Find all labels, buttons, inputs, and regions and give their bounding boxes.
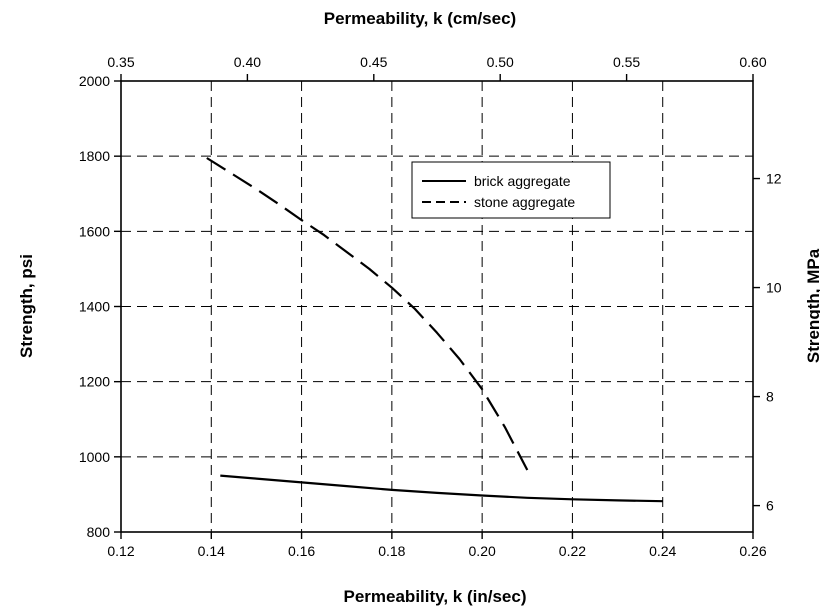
x2-axis-title: Permeability, k (cm/sec) (324, 9, 516, 28)
x-tick-label: 0.14 (198, 543, 225, 559)
x2-tick-label: 0.60 (739, 54, 766, 70)
y-tick-label: 1800 (79, 148, 110, 164)
y-tick-label: 1400 (79, 299, 110, 315)
y2-tick-label: 10 (766, 280, 782, 296)
series-stone-aggregate (206, 157, 529, 471)
x2-tick-label: 0.45 (360, 54, 387, 70)
x-tick-label: 0.24 (649, 543, 676, 559)
legend-box (411, 161, 611, 219)
y-axis-title: Strength, psi (17, 254, 36, 358)
y2-axis-title: Strength, MPa (804, 248, 820, 363)
y-tick-label: 800 (87, 524, 111, 540)
x-tick-label: 0.16 (288, 543, 315, 559)
y-tick-label: 1000 (79, 449, 110, 465)
y-tick-label: 1600 (79, 223, 110, 239)
x-axis-title: Permeability, k (in/sec) (344, 587, 527, 606)
legend-label-stone-aggregate: stone aggregate (474, 194, 575, 210)
x-tick-label: 0.18 (378, 543, 405, 559)
x-tick-label: 0.20 (469, 543, 496, 559)
y-tick-label: 1200 (79, 374, 110, 390)
axis-ticks: 0.12 0.14 0.16 0.18 0.20 0.22 0.24 0.26 0.35 0.40… (79, 54, 782, 559)
series-brick-aggregate (220, 474, 663, 503)
x2-tick-label: 0.40 (234, 54, 261, 70)
y2-tick-label: 8 (766, 389, 774, 405)
series-lines (206, 157, 663, 503)
x2-tick-label: 0.50 (487, 54, 514, 70)
legend: brick aggregate stone aggregate (411, 161, 611, 219)
y2-tick-label: 6 (766, 498, 774, 514)
x-tick-label: 0.22 (559, 543, 586, 559)
legend-label-brick-aggregate: brick aggregate (474, 173, 571, 189)
x-tick-label: 0.12 (107, 543, 134, 559)
grid (121, 81, 753, 532)
x2-tick-label: 0.35 (107, 54, 134, 70)
x-tick-label: 0.26 (739, 543, 766, 559)
y2-tick-label: 12 (766, 171, 782, 187)
y-tick-label: 2000 (79, 73, 110, 89)
x2-tick-label: 0.55 (613, 54, 640, 70)
